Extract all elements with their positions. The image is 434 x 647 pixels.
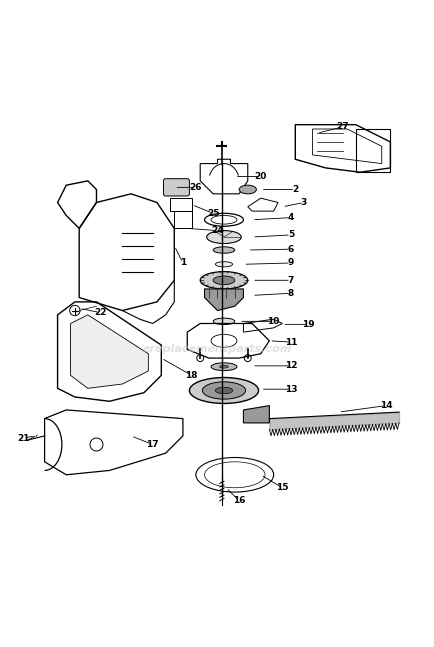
Ellipse shape (215, 388, 232, 394)
Text: 19: 19 (301, 320, 314, 329)
Text: 16: 16 (232, 496, 245, 505)
Polygon shape (204, 289, 243, 311)
Text: 24: 24 (210, 226, 224, 235)
Text: 7: 7 (287, 276, 293, 285)
Ellipse shape (213, 247, 234, 253)
Text: 17: 17 (146, 440, 158, 449)
Ellipse shape (219, 366, 228, 368)
Bar (174, 211, 191, 228)
Text: ereplacementparts.com: ereplacementparts.com (142, 344, 292, 355)
Ellipse shape (210, 363, 237, 371)
Text: 14: 14 (379, 401, 391, 410)
Polygon shape (243, 406, 269, 423)
FancyBboxPatch shape (163, 179, 189, 196)
Text: 4: 4 (287, 213, 293, 222)
Ellipse shape (189, 378, 258, 404)
Text: 3: 3 (300, 198, 306, 207)
Text: 21: 21 (17, 433, 29, 443)
Text: 26: 26 (189, 183, 202, 192)
Ellipse shape (202, 382, 245, 399)
Text: 12: 12 (284, 362, 296, 370)
Text: 22: 22 (94, 308, 107, 317)
Text: 9: 9 (287, 259, 293, 267)
Ellipse shape (200, 272, 247, 289)
Ellipse shape (213, 276, 234, 285)
Text: 8: 8 (287, 289, 293, 298)
Text: 2: 2 (292, 185, 298, 194)
Text: 1: 1 (179, 259, 186, 267)
Text: 11: 11 (284, 338, 296, 347)
Text: 10: 10 (267, 317, 279, 326)
Text: 25: 25 (207, 209, 219, 218)
Text: 27: 27 (336, 122, 349, 131)
Ellipse shape (206, 230, 241, 243)
Text: 20: 20 (254, 172, 266, 181)
Text: 15: 15 (276, 483, 288, 492)
Ellipse shape (213, 318, 234, 325)
Text: 6: 6 (287, 245, 293, 254)
Text: 18: 18 (185, 371, 197, 380)
Ellipse shape (215, 261, 232, 267)
Text: 13: 13 (284, 385, 296, 393)
Bar (355, 129, 389, 172)
Ellipse shape (239, 185, 256, 194)
Polygon shape (70, 315, 148, 388)
Text: 5: 5 (287, 230, 293, 239)
